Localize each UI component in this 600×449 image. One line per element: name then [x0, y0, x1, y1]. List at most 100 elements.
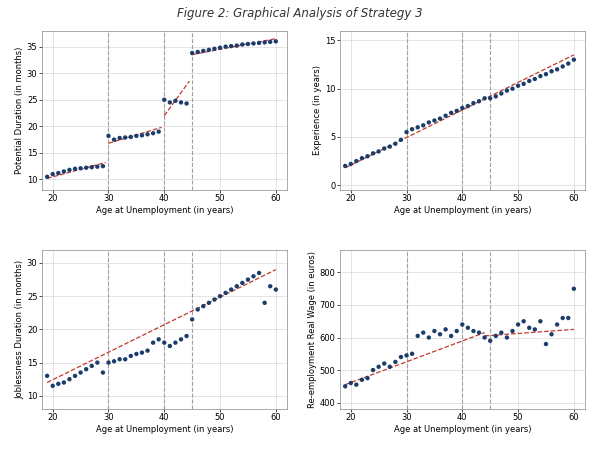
Point [131, 132, 141, 140]
Point [569, 56, 578, 63]
Point [569, 285, 578, 292]
Point [553, 321, 562, 328]
Point [474, 329, 484, 336]
Point [87, 163, 97, 171]
Point [170, 97, 180, 105]
Y-axis label: Experience (in years): Experience (in years) [313, 66, 322, 155]
Point [238, 279, 247, 286]
Point [418, 122, 428, 129]
Point [362, 153, 372, 160]
Point [563, 314, 573, 321]
Point [346, 160, 356, 167]
Point [187, 49, 197, 57]
Point [126, 352, 136, 360]
Point [148, 339, 158, 346]
Point [407, 126, 417, 133]
Point [547, 68, 556, 75]
Point [357, 376, 367, 383]
Point [362, 374, 372, 382]
Point [480, 334, 490, 341]
Point [391, 358, 400, 365]
Point [126, 133, 136, 141]
Y-axis label: Potential Duration (in months): Potential Duration (in months) [15, 47, 24, 174]
Point [368, 366, 378, 374]
Point [536, 72, 545, 79]
Point [182, 100, 191, 107]
Point [121, 356, 130, 363]
Point [137, 349, 147, 356]
Point [92, 359, 102, 366]
Point [458, 104, 467, 111]
Point [76, 165, 85, 172]
Point [497, 329, 506, 336]
Point [271, 286, 281, 293]
Point [502, 334, 512, 341]
Point [232, 282, 242, 290]
Point [418, 329, 428, 336]
Point [53, 169, 63, 176]
Point [508, 85, 517, 92]
Point [109, 358, 119, 365]
Point [491, 332, 500, 339]
Point [215, 44, 225, 51]
Point [48, 171, 58, 178]
Point [209, 296, 219, 303]
Point [413, 332, 422, 339]
Point [248, 273, 258, 280]
Point [547, 330, 556, 338]
Point [226, 43, 236, 50]
Point [402, 128, 412, 136]
Point [385, 363, 395, 370]
Point [154, 128, 163, 135]
Point [513, 82, 523, 89]
Point [215, 293, 225, 300]
Point [160, 339, 169, 346]
Point [508, 327, 517, 335]
Point [379, 360, 389, 367]
Point [391, 140, 400, 147]
Point [480, 95, 490, 102]
Point [513, 321, 523, 328]
Point [553, 66, 562, 73]
Point [536, 317, 545, 325]
Point [92, 163, 102, 170]
Point [497, 90, 506, 97]
Point [104, 359, 113, 366]
Point [143, 347, 152, 354]
Point [558, 63, 568, 70]
Point [485, 95, 495, 102]
Point [374, 148, 383, 155]
Point [435, 115, 445, 122]
Point [170, 339, 180, 346]
Point [70, 165, 80, 172]
Point [441, 326, 451, 333]
Point [385, 143, 395, 150]
Point [430, 327, 439, 335]
Point [463, 102, 473, 110]
Point [530, 326, 539, 333]
Point [176, 99, 186, 106]
Point [463, 324, 473, 331]
Point [87, 362, 97, 370]
Point [469, 327, 478, 335]
Point [474, 97, 484, 105]
Point [104, 132, 113, 140]
Point [260, 39, 269, 46]
Point [368, 150, 378, 157]
Point [204, 299, 214, 306]
Y-axis label: Re-employment Real Wage (in euros): Re-employment Real Wage (in euros) [308, 251, 317, 408]
Point [115, 134, 124, 141]
Point [435, 330, 445, 338]
Point [541, 340, 551, 348]
Point [530, 75, 539, 83]
Point [519, 80, 529, 88]
X-axis label: Age at Unemployment (in years): Age at Unemployment (in years) [95, 206, 233, 215]
Point [458, 321, 467, 328]
Point [254, 40, 264, 47]
Point [131, 350, 141, 357]
Point [424, 119, 434, 126]
Point [65, 375, 74, 383]
Point [396, 353, 406, 361]
Point [48, 382, 58, 389]
Point [441, 112, 451, 119]
